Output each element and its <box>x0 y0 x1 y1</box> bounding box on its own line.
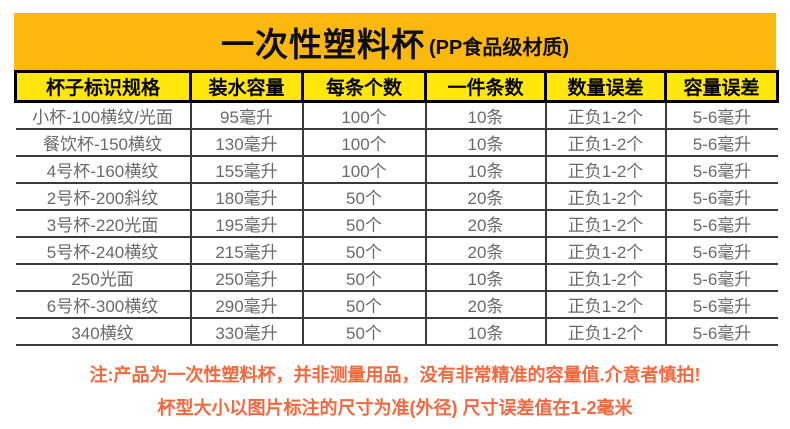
table-cell: 5-6毫升 <box>664 155 778 184</box>
table-cell: 100个 <box>301 100 427 130</box>
table-cell: 正负1-2个 <box>544 236 667 265</box>
spec-table: 杯子标识规格 装水容量 每条个数 一件条数 数量误差 容量误差 小杯-100横纹/光面 95… <box>14 70 779 346</box>
table-cell: 正负1-2个 <box>544 317 667 346</box>
table-cell: 正负1-2个 <box>544 209 667 238</box>
table-cell: 20条 <box>424 290 547 319</box>
table-cell: 50个 <box>301 209 427 238</box>
table-cell: 130毫升 <box>189 128 304 157</box>
table-cell: 50个 <box>301 290 427 319</box>
disclaimer-notes: 注:产品为一次性塑料杯，并非测量用品，没有非常精准的容量值.介意者慎拍! 杯型大… <box>0 364 790 419</box>
table-cell: 5-6毫升 <box>664 209 778 238</box>
table-cell: 10条 <box>424 155 547 184</box>
table-cell: 2号杯-200斜纹 <box>15 182 192 211</box>
table-cell: 340横纹 <box>15 317 192 346</box>
table-cell: 10条 <box>424 100 547 130</box>
table-cell: 50个 <box>301 317 427 346</box>
table-cell: 5-6毫升 <box>664 290 778 319</box>
table-cell: 20条 <box>424 236 547 265</box>
table-cell: 5-6毫升 <box>664 236 778 265</box>
table-cell: 6号杯-300横纹 <box>15 290 192 319</box>
table-cell: 180毫升 <box>189 182 304 211</box>
table-cell: 155毫升 <box>189 155 304 184</box>
banner-title: 一次性塑料杯 <box>221 25 425 63</box>
column-header: 数量误差 <box>544 70 667 103</box>
table-cell: 5-6毫升 <box>664 100 778 130</box>
column-header: 每条个数 <box>301 70 427 103</box>
table-row: 2号杯-200斜纹 180毫升 50个 20条 正负1-2个 5-6毫升 <box>15 182 778 211</box>
column-header: 杯子标识规格 <box>14 70 192 103</box>
table-row: 5号杯-240横纹 215毫升 50个 20条 正负1-2个 5-6毫升 <box>15 236 778 265</box>
table-cell: 250光面 <box>15 263 192 292</box>
header-row: 杯子标识规格 装水容量 每条个数 一件条数 数量误差 容量误差 <box>14 70 779 103</box>
table-cell: 10条 <box>424 317 547 346</box>
table-cell: 5-6毫升 <box>664 182 778 211</box>
table-cell: 4号杯-160横纹 <box>15 155 192 184</box>
table-cell: 195毫升 <box>189 209 304 238</box>
table-cell: 215毫升 <box>189 236 304 265</box>
table-row: 3号杯-220光面 195毫升 50个 20条 正负1-2个 5-6毫升 <box>15 209 778 238</box>
table-cell: 5号杯-240横纹 <box>15 236 192 265</box>
table-row: 4号杯-160横纹 155毫升 100个 10条 正负1-2个 5-6毫升 <box>15 155 778 184</box>
table-cell: 50个 <box>301 263 427 292</box>
table-cell: 330毫升 <box>189 317 304 346</box>
table-cell: 正负1-2个 <box>544 263 667 292</box>
table-cell: 5-6毫升 <box>664 128 778 157</box>
table-cell: 50个 <box>301 182 427 211</box>
table-cell: 正负1-2个 <box>544 128 667 157</box>
banner-subtitle: (PP食品级材质) <box>429 37 569 59</box>
column-header: 一件条数 <box>424 70 547 103</box>
table-cell: 20条 <box>424 209 547 238</box>
table-cell: 5-6毫升 <box>664 263 778 292</box>
table-cell: 95毫升 <box>189 100 304 130</box>
table-cell: 小杯-100横纹/光面 <box>15 100 192 130</box>
table-row: 小杯-100横纹/光面 95毫升 100个 10条 正负1-2个 5-6毫升 <box>15 100 778 130</box>
table-cell: 正负1-2个 <box>544 182 667 211</box>
column-header: 容量误差 <box>664 70 779 103</box>
table-cell: 290毫升 <box>189 290 304 319</box>
table-cell: 100个 <box>301 155 427 184</box>
table-cell: 3号杯-220光面 <box>15 209 192 238</box>
table-cell: 5-6毫升 <box>664 317 778 346</box>
note-line-1: 注:产品为一次性塑料杯，并非测量用品，没有非常精准的容量值.介意者慎拍! <box>89 365 701 385</box>
table-cell: 100个 <box>301 128 427 157</box>
spec-table-head: 杯子标识规格 装水容量 每条个数 一件条数 数量误差 容量误差 <box>14 70 779 103</box>
table-row: 340横纹 330毫升 50个 10条 正负1-2个 5-6毫升 <box>15 317 778 346</box>
table-cell: 正负1-2个 <box>544 290 667 319</box>
spec-table-body: 小杯-100横纹/光面 95毫升 100个 10条 正负1-2个 5-6毫升 餐饮杯-150… <box>15 100 778 346</box>
table-cell: 10条 <box>424 128 547 157</box>
product-banner: 一次性塑料杯 (PP食品级材质) <box>14 13 776 70</box>
table-row: 250光面 250毫升 50个 10条 正负1-2个 5-6毫升 <box>15 263 778 292</box>
table-cell: 20条 <box>424 182 547 211</box>
table-cell: 250毫升 <box>189 263 304 292</box>
table-cell: 餐饮杯-150横纹 <box>15 128 192 157</box>
table-cell: 10条 <box>424 263 547 292</box>
note-line-2: 杯型大小以图片标注的尺寸为准(外径) 尺寸误差值在1-2毫米 <box>157 398 633 418</box>
table-cell: 50个 <box>301 236 427 265</box>
column-header: 装水容量 <box>189 70 304 103</box>
table-cell: 正负1-2个 <box>544 155 667 184</box>
table-row: 6号杯-300横纹 290毫升 50个 20条 正负1-2个 5-6毫升 <box>15 290 778 319</box>
table-row: 餐饮杯-150横纹 130毫升 100个 10条 正负1-2个 5-6毫升 <box>15 128 778 157</box>
table-cell: 正负1-2个 <box>544 100 667 130</box>
